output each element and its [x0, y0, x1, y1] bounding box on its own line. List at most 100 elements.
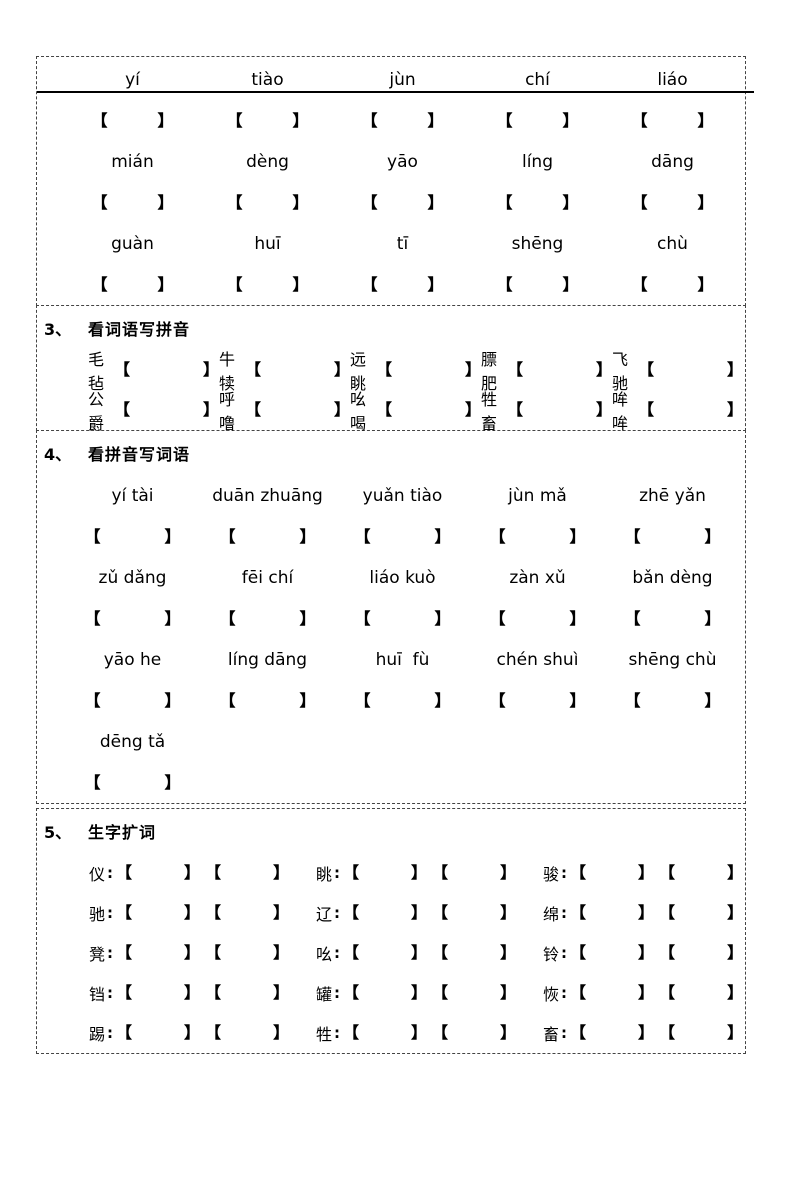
answer-blank — [586, 952, 638, 954]
answer-brackets: 【】 — [343, 945, 427, 961]
section-header: 4、 看拼音写词语 — [37, 431, 745, 475]
pinyin-cell: líng — [470, 152, 605, 172]
bracket-cell: 【】 — [470, 528, 605, 545]
word-item: 公爵【】 — [88, 386, 219, 434]
bracket-open: 【 — [205, 903, 222, 922]
bracket-open: 【 — [205, 863, 222, 882]
pinyin-cell: mián — [65, 152, 200, 172]
answer-brackets: 【】 — [91, 276, 173, 293]
bracket-open: 【 — [375, 400, 392, 419]
pinyin-syllable: yāo — [387, 151, 418, 172]
answer-brackets: 【】 — [219, 610, 315, 627]
bracket-close: 】 — [411, 983, 428, 1002]
bracket-close: 】 — [638, 863, 655, 882]
bracket-close: 】 — [292, 110, 309, 130]
answer-blank — [261, 409, 334, 411]
answer-brackets: 【】 — [624, 526, 720, 546]
bracket-open: 【 — [496, 110, 513, 130]
answer-brackets: 【】 — [432, 1025, 516, 1041]
pinyin-syllable: shēng chù — [628, 649, 717, 670]
colon-label: : — [334, 984, 341, 1002]
bracket-close: 】 — [273, 903, 290, 922]
bracket-open: 【 — [354, 526, 371, 546]
pinyin-cell: dèng — [200, 152, 335, 172]
pinyin-syllable: chén shuì — [496, 649, 579, 670]
bracket-open: 【 — [354, 608, 371, 628]
bracket-open: 【 — [624, 526, 641, 546]
bracket-close: 】 — [164, 608, 181, 628]
word-item: 呼噜【】 — [219, 386, 350, 434]
char-label: 眺 — [316, 865, 333, 884]
char-expand-item: 仪: 【】【】 — [89, 861, 289, 885]
answer-blank — [654, 409, 727, 411]
bracket-close: 】 — [562, 192, 579, 212]
pinyin-to-word-rows: yí tài duān zhuāng yuǎn tiào jùn mǎ zhē yǎn 【… — [37, 475, 745, 803]
char-label: 罐 — [316, 985, 333, 1004]
answer-brackets: 【】 — [219, 692, 315, 709]
answer-blank — [243, 120, 293, 122]
bracket-cell: 【】 — [200, 276, 335, 293]
bracket-open: 【 — [432, 903, 449, 922]
answer-blank — [648, 120, 698, 122]
answer-blank — [648, 284, 698, 286]
pinyin-syllable: zǔ dǎng — [98, 567, 167, 588]
answer-brackets: 【】 — [624, 692, 720, 709]
bracket-close: 】 — [202, 400, 219, 419]
word-label: 毛毡 — [88, 350, 106, 393]
bracket-open: 【 — [489, 608, 506, 628]
bracket-open: 【 — [624, 608, 641, 628]
word-label: 牲畜 — [481, 390, 499, 433]
bracket-open: 【 — [361, 192, 378, 212]
pinyin-cell: yí tài — [65, 486, 200, 506]
answer-blank — [132, 992, 184, 994]
pinyin-syllable: yāo he — [103, 649, 162, 670]
answer-blank — [130, 409, 203, 411]
bracket-cell: 【】 — [470, 276, 605, 293]
pinyin-dictation-box: yí tiào jùn chí liáo 【】【】【】【】【】 mián dèng yāo lín… — [36, 56, 746, 306]
bracket-close: 】 — [434, 690, 451, 710]
answer-brackets: 【】 — [631, 276, 713, 293]
bracket-open: 【 — [570, 903, 587, 922]
colon-label: : — [561, 984, 568, 1002]
answer-brackets: 【】 — [116, 865, 200, 881]
answer-blank — [101, 782, 165, 784]
answer-brackets: 【】 — [496, 276, 578, 293]
bracket-close: 】 — [704, 608, 721, 628]
pinyin-cell: yí — [65, 70, 200, 90]
char-label: 畜 — [543, 1025, 560, 1044]
answer-blank — [101, 700, 165, 702]
pinyin-cell: huī fù — [335, 650, 470, 670]
answer-blank — [221, 1032, 273, 1034]
answer-brackets: 【】 — [343, 905, 427, 921]
pinyin-syllable: fēi chí — [241, 567, 294, 588]
pinyin-cell: liáo — [605, 70, 740, 90]
bracket-open: 【 — [354, 690, 371, 710]
colon-label: : — [334, 864, 341, 882]
answer-brackets: 【】 — [489, 692, 585, 709]
pinyin-cell: yuǎn tiào — [335, 486, 470, 506]
bracket-close: 】 — [164, 772, 181, 792]
char-expand-item: 绵: 【】【】 — [543, 901, 743, 925]
bracket-cell: 【】 — [200, 528, 335, 545]
answer-blank — [513, 202, 563, 204]
answer-blank — [586, 1032, 638, 1034]
pinyin-syllable: zhē yǎn — [639, 485, 706, 506]
bracket-close: 】 — [638, 1023, 655, 1042]
bracket-close: 】 — [638, 983, 655, 1002]
bracket-cell: 【】 — [65, 112, 200, 129]
bracket-open: 【 — [631, 110, 648, 130]
answer-brackets: 【】 — [659, 985, 743, 1001]
answer-brackets: 【】 — [205, 1025, 289, 1041]
pinyin-row: yí tiào jùn chí liáo — [37, 59, 745, 100]
bracket-close: 】 — [292, 192, 309, 212]
pinyin-syllable: liáo kuò — [369, 567, 436, 588]
bracket-close: 】 — [184, 863, 201, 882]
answer-brackets: 【】 — [361, 192, 443, 212]
bracket-open: 【 — [361, 274, 378, 294]
pinyin-syllable: duān zhuāng — [212, 485, 323, 506]
word-label: 飞驰 — [612, 350, 630, 393]
word-item: 飞驰【】 — [612, 346, 743, 394]
bracket-close: 】 — [184, 903, 201, 922]
colon-label: : — [334, 904, 341, 922]
answer-brackets: 【】 — [507, 362, 612, 378]
